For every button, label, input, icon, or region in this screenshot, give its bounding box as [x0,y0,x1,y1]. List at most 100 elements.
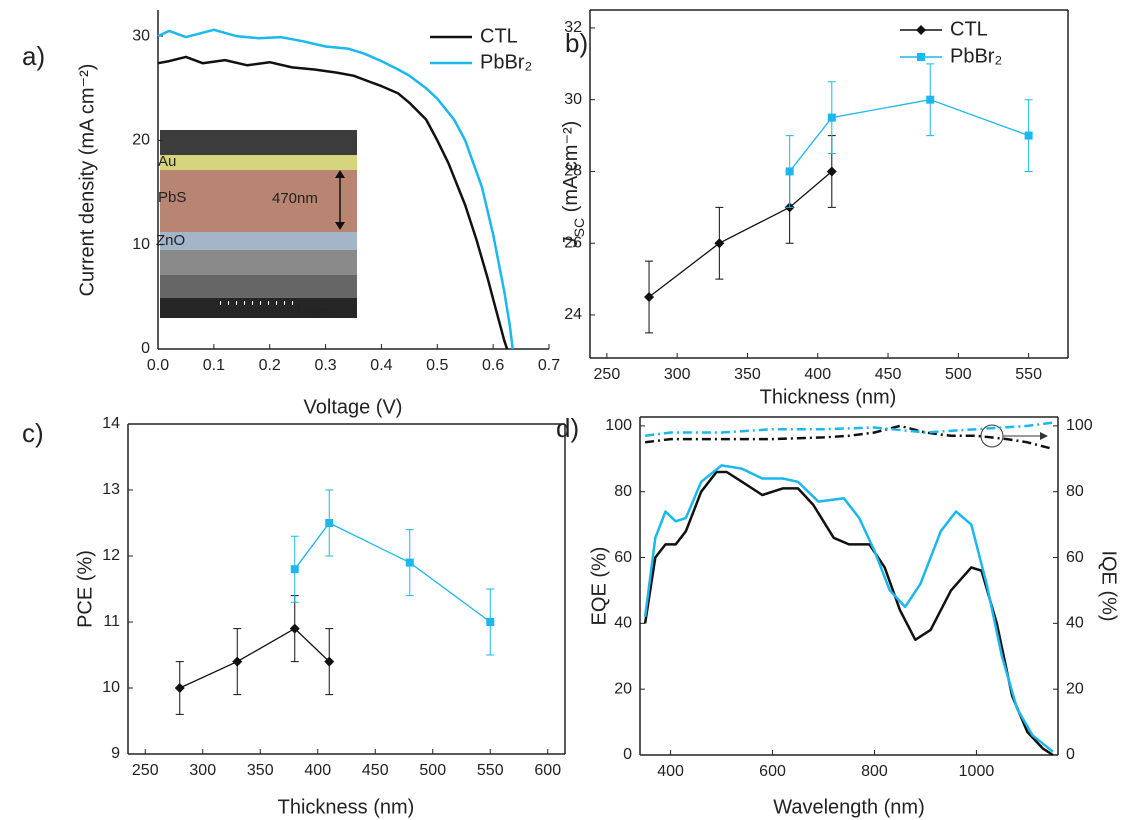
x-tick-label: 0.7 [538,357,560,374]
y-tick-label: 40 [614,615,632,632]
y-tick-label: 10 [132,236,150,253]
x-tick-label: 450 [875,366,902,383]
legend-label: CTL [480,25,518,47]
point [926,95,935,104]
line [789,99,1029,172]
x-tick-label: 350 [734,366,761,383]
y-axis-title: PCE (%) [74,550,96,628]
point [324,656,335,667]
y-tick-label: 9 [111,745,120,762]
panel-label: a) [22,41,45,71]
y-tick-label: 14 [102,415,120,432]
inset-label: ZnO [156,232,185,249]
x-axis-title: Thickness (nm) [760,386,897,408]
legend-label: CTL [950,18,988,40]
x-tick-label: 400 [657,763,684,780]
y-tick-label: 30 [132,27,150,44]
y-tick-label: 0 [623,746,632,763]
point [826,166,837,177]
line [179,627,330,689]
x-tick-label: 0.0 [147,357,169,374]
y2-tick-label: 20 [1066,680,1084,697]
point [325,519,334,527]
y-tick-label: 24 [564,306,582,323]
y2-tick-label: 60 [1066,549,1084,566]
x-axis-title: Wavelength (nm) [773,796,925,818]
point [405,558,414,567]
x-tick-label: 600 [534,762,561,779]
y-tick-label: 100 [605,417,632,434]
y2-tick-label: 100 [1066,417,1093,434]
point [290,565,299,574]
x-tick-label: 1000 [959,763,995,780]
y-tick-label: 13 [102,481,120,498]
x-tick-label: 0.5 [426,357,448,374]
point [714,238,725,249]
inset-label: Au [158,153,176,170]
point [785,167,794,176]
x-axis-title: Thickness (nm) [278,796,415,818]
x-axis-title: Voltage (V) [304,396,403,418]
x-tick-label: 500 [945,366,972,383]
inset-label: PbS [158,189,186,206]
line [157,55,509,350]
panel-label: c) [22,418,44,448]
x-tick-label: 550 [477,762,504,779]
y-axis-title: EQE (%) [588,547,610,626]
legend-marker [916,25,926,35]
y-tick-label: 80 [614,483,632,500]
y-tick-label: 26 [564,234,582,251]
legend-label: PbBr₂ [950,45,1002,67]
x-tick-label: 450 [362,762,389,779]
y-tick-label: 12 [102,547,120,564]
x-tick-label: 250 [594,366,621,383]
x-tick-label: 250 [132,762,159,779]
line [294,522,491,623]
y-tick-label: 30 [564,91,582,108]
x-tick-label: 500 [419,762,446,779]
y2-axis-title: IQE (%) [1098,550,1120,621]
point [289,623,300,634]
y-axis-title-part: (mA cm⁻²) [560,121,582,218]
line [648,170,833,298]
y-axis-title: JSC (mA cm⁻²) [560,121,586,249]
x-tick-label: 300 [189,762,216,779]
x-tick-label: 0.3 [314,357,336,374]
x-tick-label: 800 [861,763,888,780]
x-tick-label: 550 [1015,366,1042,383]
y-tick-label: 10 [102,679,120,696]
y-tick-label: 28 [564,163,582,180]
x-tick-label: 300 [664,366,691,383]
line [644,421,1054,438]
point [232,656,243,667]
y-axis-title-part: SC [571,218,587,237]
point [174,683,185,693]
legend-marker [917,53,925,61]
y-tick-label: 20 [132,132,150,149]
y-axis-title: Current density (mA cm⁻²) [76,64,98,297]
x-tick-label: 0.1 [203,357,225,374]
point [827,113,836,122]
y-tick-label: 11 [103,613,120,630]
line [643,464,1054,753]
y2-tick-label: 40 [1066,615,1084,632]
y-tick-label: 60 [614,549,632,566]
arrow-head [1040,432,1048,440]
y-tick-label: 0 [141,340,150,357]
line [157,28,514,350]
sem-inset [160,130,357,318]
point [486,618,495,626]
y-axis-title-part: J [560,236,582,248]
panel-label: b) [565,28,588,58]
y-tick-label: 32 [564,19,582,36]
legend-label: PbBr₂ [480,51,532,73]
y2-tick-label: 0 [1066,746,1075,763]
x-tick-label: 350 [247,762,274,779]
x-tick-label: 0.2 [259,357,281,374]
point [1024,131,1033,140]
inset-scale: 1.00μm [296,307,330,318]
x-tick-label: 400 [804,366,831,383]
x-tick-label: 0.4 [370,357,392,374]
y2-tick-label: 80 [1066,483,1084,500]
